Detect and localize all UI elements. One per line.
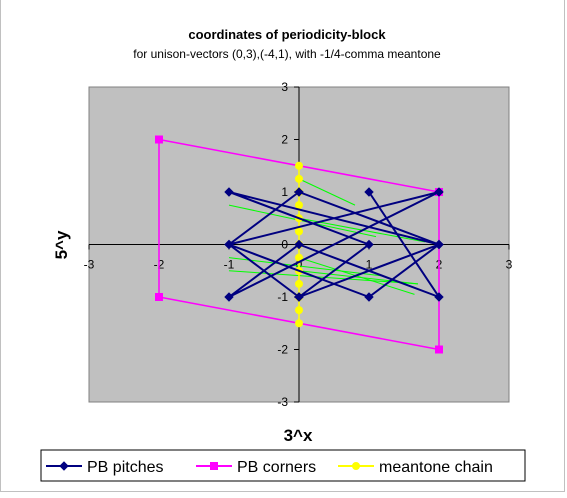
chart-title: coordinates of periodicity-block	[188, 27, 386, 42]
legend-label: PB pitches	[87, 459, 163, 476]
legend-item-1: PB corners	[196, 459, 316, 476]
y-tick-label: -1	[277, 290, 288, 304]
legend-marker	[59, 461, 69, 471]
data-point	[364, 239, 374, 250]
legend-item-0: PB pitches	[46, 459, 163, 476]
x-tick-label: -1	[224, 258, 235, 272]
data-point	[364, 187, 374, 197]
data-point	[295, 161, 303, 170]
guide-line	[298, 178, 356, 206]
y-tick-label: 0	[281, 238, 288, 252]
legend: PB pitches PB corners meantone chain	[46, 459, 493, 476]
y-tick-label: 1	[281, 185, 288, 199]
data-point	[364, 292, 374, 302]
data-point	[295, 279, 303, 288]
guide-line	[228, 204, 377, 238]
data-point	[294, 239, 304, 250]
data-point	[295, 227, 303, 236]
y-axis-title: 5^y	[52, 230, 71, 259]
data-point	[295, 201, 303, 210]
data-point	[155, 135, 163, 144]
data-point	[294, 187, 304, 197]
data-point	[224, 239, 234, 250]
data-point	[295, 319, 303, 328]
legend-marker	[352, 462, 360, 470]
data-point	[435, 345, 443, 354]
legend-item-2: meantone chain	[338, 459, 493, 476]
data-point	[434, 292, 444, 302]
y-tick-label: 3	[281, 80, 288, 94]
data-point	[224, 292, 234, 302]
series-0	[224, 187, 444, 302]
x-tick-label: 1	[366, 258, 373, 272]
data-point	[295, 306, 303, 315]
chart-subtitle: for unison-vectors (0,3),(-4,1), with -1…	[133, 47, 441, 61]
legend-marker	[210, 462, 218, 470]
y-tick-label: -3	[277, 395, 288, 409]
data-point	[294, 292, 304, 302]
series-layer	[155, 135, 444, 354]
data-point	[434, 239, 444, 250]
y-tick-label: -2	[277, 343, 288, 357]
legend-box	[40, 449, 526, 482]
legend-label: PB corners	[237, 459, 316, 476]
legend-label: meantone chain	[379, 459, 493, 476]
x-tick-label: 3	[506, 258, 513, 272]
guide-line	[228, 257, 384, 277]
data-point	[434, 187, 444, 197]
data-point	[295, 174, 303, 183]
x-tick-label: -3	[84, 258, 95, 272]
data-point	[224, 187, 234, 197]
y-tick-label: 2	[281, 133, 288, 147]
x-axis-title: 3^x	[284, 426, 313, 445]
data-point	[155, 293, 163, 301]
